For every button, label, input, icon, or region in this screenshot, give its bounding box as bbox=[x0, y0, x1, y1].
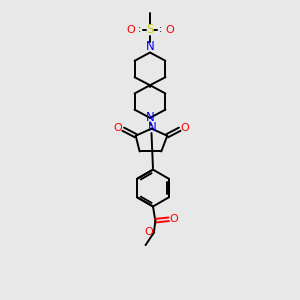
Text: O: O bbox=[144, 227, 153, 237]
Text: O: O bbox=[114, 123, 123, 133]
Text: O: O bbox=[126, 25, 135, 34]
Text: O: O bbox=[170, 214, 178, 224]
Text: N: N bbox=[146, 111, 154, 124]
Text: :: : bbox=[159, 24, 163, 34]
Text: O: O bbox=[165, 25, 174, 34]
Text: N: N bbox=[148, 121, 157, 134]
Text: O: O bbox=[180, 123, 189, 133]
Text: S: S bbox=[146, 23, 154, 36]
Text: :: : bbox=[137, 24, 141, 34]
Text: N: N bbox=[146, 40, 154, 53]
